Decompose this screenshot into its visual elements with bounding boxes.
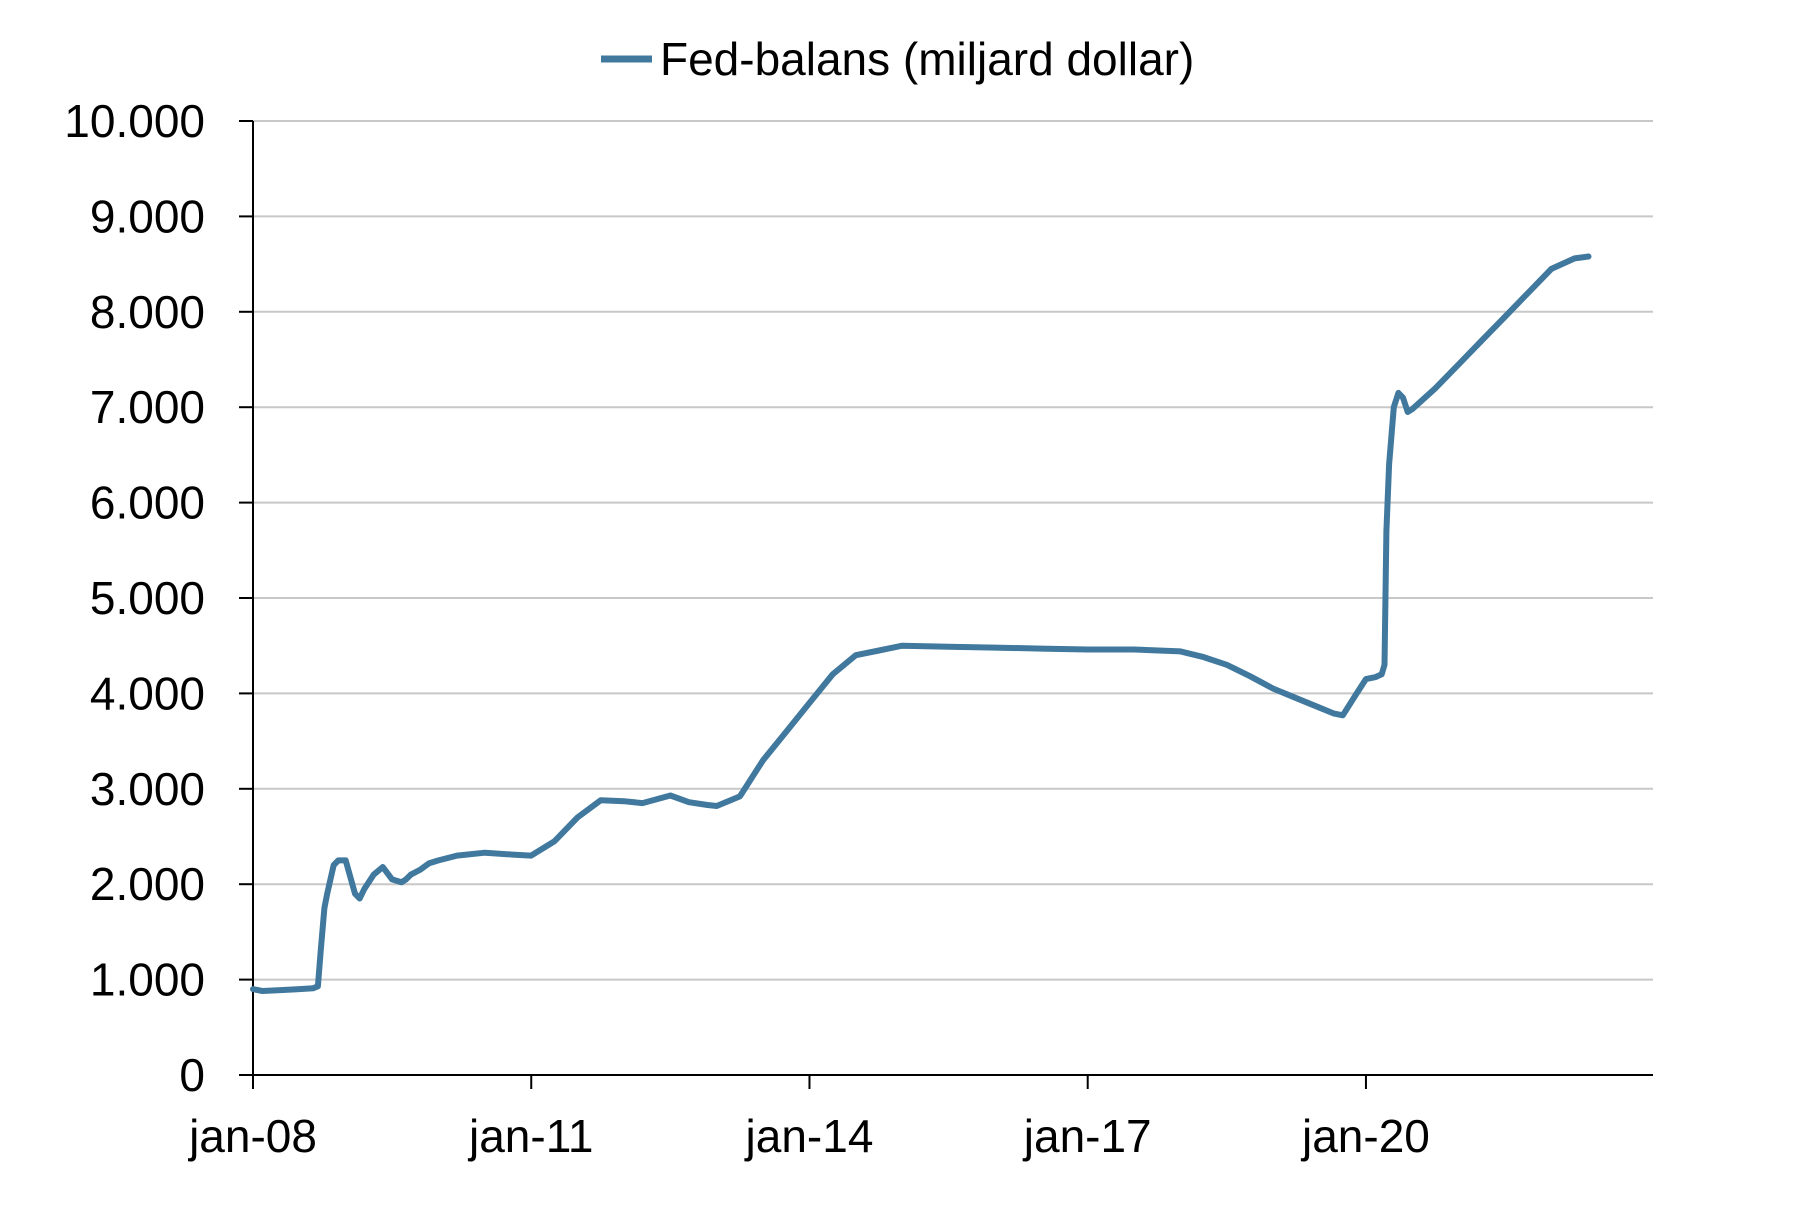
y-tick-label: 6.000: [90, 477, 205, 529]
x-tick-labels: jan-08 jan-11 jan-14 jan-17 jan-20: [187, 1110, 1430, 1162]
y-tick-label: 9.000: [90, 190, 205, 242]
legend: Fed-balans (miljard dollar): [601, 33, 1194, 85]
y-tick-labels: 0 1.000 2.000 3.000 4.000 5.000 6.000 7.000 8.00…: [64, 95, 205, 1101]
y-tick-label: 1.000: [90, 954, 205, 1006]
x-tick-label: jan-14: [744, 1110, 874, 1162]
gridlines: [253, 120, 1653, 981]
legend-label: Fed-balans (miljard dollar): [660, 33, 1194, 85]
series-lines: [250, 253, 1592, 994]
y-tick-label: 0: [179, 1049, 205, 1101]
y-tick-label: 2.000: [90, 858, 205, 910]
y-tick-label: 10.000: [64, 95, 205, 147]
x-tick-label: jan-08: [187, 1110, 317, 1162]
y-tick-label: 3.000: [90, 763, 205, 815]
axes: [239, 120, 1653, 1089]
x-tick-label: jan-20: [1300, 1110, 1430, 1162]
y-tick-label: 8.000: [90, 286, 205, 338]
x-tick-label: jan-17: [1022, 1110, 1152, 1162]
series-line: [250, 253, 1592, 994]
y-tick-label: 5.000: [90, 572, 205, 624]
x-tick-label: jan-11: [467, 1110, 593, 1162]
y-tick-label: 4.000: [90, 667, 205, 719]
y-tick-label: 7.000: [90, 381, 205, 433]
